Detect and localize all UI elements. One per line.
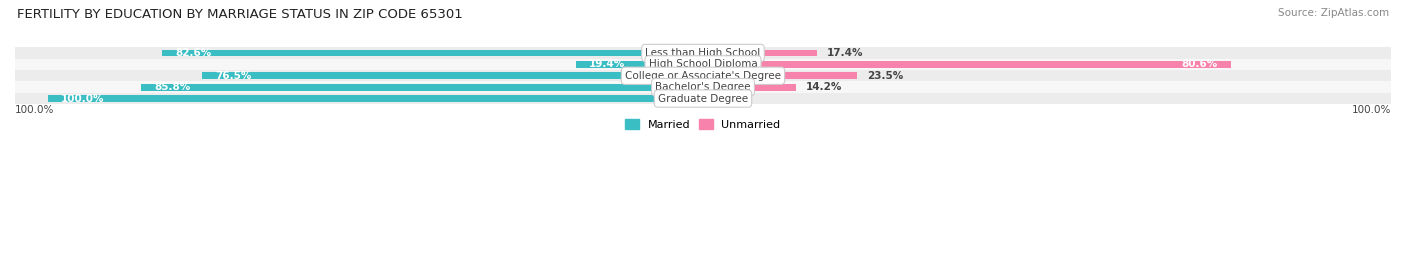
Bar [15,70,1391,82]
Text: Less than High School: Less than High School [645,48,761,58]
Bar [162,49,703,56]
Text: Source: ZipAtlas.com: Source: ZipAtlas.com [1278,8,1389,18]
Text: Bachelor's Degree: Bachelor's Degree [655,82,751,92]
Text: 19.4%: 19.4% [589,59,626,69]
Text: 85.8%: 85.8% [153,82,190,92]
Bar [576,61,703,68]
Text: 0.0%: 0.0% [713,94,742,104]
Bar [15,82,1391,93]
Text: 82.6%: 82.6% [174,48,211,58]
Text: 76.5%: 76.5% [215,71,252,81]
Bar [141,84,703,91]
Text: 100.0%: 100.0% [1351,105,1391,115]
Text: 14.2%: 14.2% [806,82,842,92]
Text: High School Diploma: High School Diploma [648,59,758,69]
Text: College or Associate's Degree: College or Associate's Degree [626,71,780,81]
Legend: Married, Unmarried: Married, Unmarried [621,114,785,134]
Bar [15,59,1391,70]
Text: FERTILITY BY EDUCATION BY MARRIAGE STATUS IN ZIP CODE 65301: FERTILITY BY EDUCATION BY MARRIAGE STATU… [17,8,463,21]
Text: Graduate Degree: Graduate Degree [658,94,748,104]
Text: 23.5%: 23.5% [868,71,903,81]
Text: 100.0%: 100.0% [60,94,104,104]
Bar [703,72,858,79]
Bar [15,93,1391,104]
Text: 100.0%: 100.0% [15,105,55,115]
Bar [48,95,703,102]
Text: 80.6%: 80.6% [1182,59,1218,69]
Bar [703,84,796,91]
Bar [201,72,703,79]
Text: 17.4%: 17.4% [827,48,863,58]
Bar [15,47,1391,59]
Bar [703,61,1232,68]
Bar [703,49,817,56]
